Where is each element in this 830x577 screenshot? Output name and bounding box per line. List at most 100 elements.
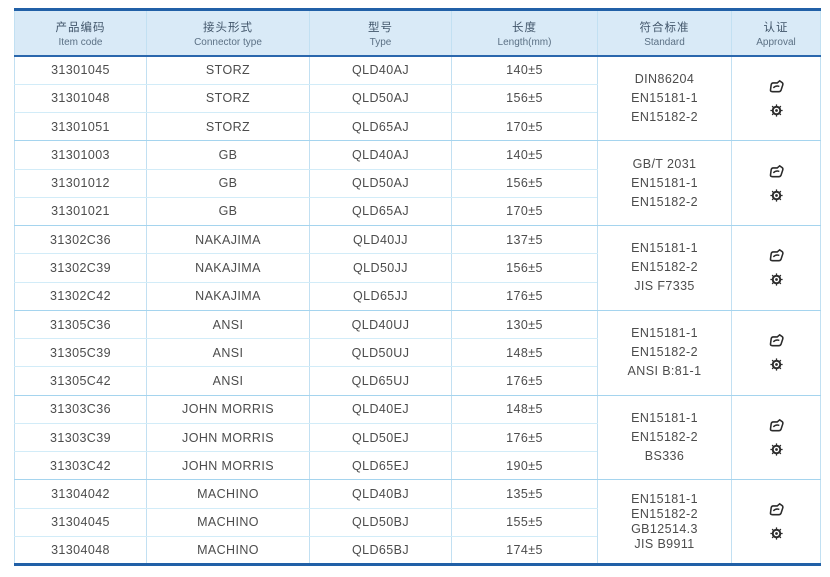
length-cell: 137±5	[451, 225, 598, 255]
table-row: 31305C39 ANSI QLD50UJ 148±5	[14, 338, 821, 368]
approval-cell	[731, 479, 821, 566]
connector-type-cell: MACHINO	[146, 479, 310, 509]
standard-line: EN15181-1	[631, 411, 698, 426]
table-row: 31301048 STORZ QLD50AJ 156±5	[14, 84, 821, 114]
item-code-cell: 31305C36	[14, 310, 147, 340]
standard-cell: EN15181-1 EN15182-2 ANSI B:81-1	[597, 310, 732, 396]
gear-seal-icon	[769, 104, 783, 117]
col-header-standard: 符合标准 Standard	[597, 9, 732, 57]
approval-icons	[732, 418, 820, 457]
length-cell: 156±5	[451, 84, 598, 114]
standard-line: DIN86204	[634, 72, 695, 87]
item-code-cell: 31305C42	[14, 366, 147, 396]
standard-line: GB12514.3	[631, 521, 698, 536]
connector-type-cell: ANSI	[146, 366, 310, 396]
col-header-approval-en: Approval	[756, 36, 796, 48]
type-cell: QLD40JJ	[309, 225, 452, 255]
item-code-cell: 31303C36	[14, 395, 147, 424]
type-cell: QLD40AJ	[309, 140, 452, 170]
standard-list: EN15181-1 EN15182-2 ANSI B:81-1	[598, 326, 731, 379]
cert-stamp-icon	[769, 249, 784, 262]
table-row: 31303C42 JOHN MORRIS QLD65EJ 190±5	[14, 451, 821, 481]
connector-type-cell: MACHINO	[146, 508, 310, 538]
connector-type-cell: ANSI	[146, 310, 310, 340]
type-cell: QLD50UJ	[309, 338, 452, 368]
length-cell: 176±5	[451, 366, 598, 396]
col-header-length-en: Length(mm)	[497, 36, 552, 48]
length-cell: 190±5	[451, 451, 598, 481]
table-row: 31301051 STORZ QLD65AJ 170±5	[14, 112, 821, 142]
standard-line: EN15181-1	[631, 326, 698, 341]
table-row: 31301003 GB QLD40AJ 140±5 GB/T 2031 EN151…	[14, 140, 821, 227]
col-header-connector-type-en: Connector type	[194, 36, 262, 48]
length-cell: 174±5	[451, 536, 598, 566]
col-header-approval-zh: 认证	[763, 21, 789, 34]
standard-cell: GB/T 2031 EN15181-1 EN15182-2	[597, 140, 732, 227]
col-header-standard-zh: 符合标准	[639, 21, 690, 34]
connector-type-cell: GB	[146, 197, 310, 227]
type-cell: QLD50BJ	[309, 508, 452, 538]
standard-list: DIN86204 EN15181-1 EN15182-2	[598, 72, 731, 125]
item-code-cell: 31301021	[14, 197, 147, 227]
standard-line: GB/T 2031	[632, 156, 697, 171]
type-cell: QLD40EJ	[309, 395, 452, 424]
length-cell: 170±5	[451, 197, 598, 227]
col-header-item-code: 产品编码 Item code	[14, 9, 147, 57]
length-cell: 140±5	[451, 140, 598, 170]
length-cell: 155±5	[451, 508, 598, 538]
item-code-cell: 31301003	[14, 140, 147, 170]
table-row: 31301045 STORZ QLD40AJ 140±5 DIN86204 EN1…	[14, 56, 821, 142]
col-header-approval: 认证 Approval	[731, 9, 821, 57]
approval-icons	[732, 164, 820, 203]
col-header-standard-en: Standard	[644, 36, 685, 48]
item-code-cell: 31302C36	[14, 225, 147, 255]
length-cell: 156±5	[451, 253, 598, 283]
standard-line: EN15181-1	[631, 241, 698, 256]
type-cell: QLD40AJ	[309, 56, 452, 85]
standard-list: GB/T 2031 EN15181-1 EN15182-2	[598, 157, 731, 210]
col-header-type-en: Type	[369, 36, 392, 48]
col-header-type-zh: 型号	[368, 21, 393, 34]
item-code-cell: 31301045	[14, 56, 147, 85]
col-header-item-code-en: Item code	[58, 36, 103, 48]
item-code-cell: 31304048	[14, 536, 147, 566]
table-row: 31304048 MACHINO QLD65BJ 174±5	[14, 536, 821, 566]
length-cell: 148±5	[451, 395, 598, 424]
standard-line: ANSI B:81-1	[627, 364, 702, 379]
table-row: 31304042 MACHINO QLD40BJ 135±5 EN15181-1…	[14, 479, 821, 566]
type-cell: QLD50AJ	[309, 84, 452, 114]
type-cell: QLD65JJ	[309, 282, 452, 311]
table-row: 31302C39 NAKAJIMA QLD50JJ 156±5	[14, 253, 821, 283]
connector-type-cell: MACHINO	[146, 536, 310, 566]
item-code-cell: 31301012	[14, 169, 147, 198]
approval-cell	[731, 56, 821, 142]
gear-seal-icon	[769, 527, 783, 540]
standard-list: EN15181-1 EN15182-2 JIS F7335	[598, 241, 731, 294]
type-cell: QLD40UJ	[309, 310, 452, 340]
cert-stamp-icon	[769, 164, 784, 178]
approval-cell	[731, 140, 821, 227]
approval-icons	[732, 502, 820, 541]
gear-seal-icon	[769, 273, 783, 287]
standard-cell: EN15181-1 EN15182-2 JIS F7335	[597, 225, 732, 311]
gear-seal-icon	[769, 443, 783, 456]
length-cell: 170±5	[451, 112, 598, 142]
type-cell: QLD65EJ	[309, 451, 452, 481]
standard-line: EN15182-2	[631, 430, 698, 445]
standard-line: EN15182-2	[631, 260, 698, 275]
col-header-type: 型号 Type	[309, 9, 452, 57]
length-cell: 130±5	[451, 310, 598, 340]
standard-cell: EN15181-1 EN15182-2 BS336	[597, 395, 732, 481]
length-cell: 135±5	[451, 479, 598, 509]
type-cell: QLD50JJ	[309, 253, 452, 283]
approval-cell	[731, 225, 821, 311]
connector-type-cell: STORZ	[146, 56, 310, 85]
standard-line: EN15182-2	[631, 345, 698, 360]
cert-stamp-icon	[769, 334, 784, 347]
connector-type-cell: ANSI	[146, 338, 310, 368]
type-cell: QLD65AJ	[309, 112, 452, 142]
standard-list: EN15181-1 EN15182-2 GB12514.3 JIS B9911	[598, 492, 731, 552]
cert-stamp-icon	[769, 418, 784, 432]
col-header-item-code-zh: 产品编码	[55, 21, 106, 34]
col-header-length: 长度 Length(mm)	[451, 9, 598, 57]
